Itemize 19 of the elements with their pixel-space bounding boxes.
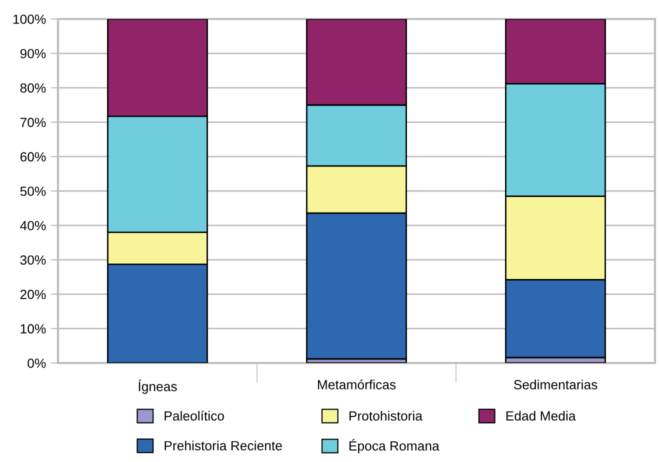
y-tick-label: 60%: [20, 152, 46, 162]
x-tick-label: Sedimentarias: [514, 380, 598, 390]
y-tick-label: 40%: [20, 220, 46, 230]
y-tick-label: 90%: [20, 48, 46, 58]
y-tick-label: 80%: [20, 83, 46, 93]
y-tick-label: 70%: [20, 118, 46, 128]
legend-label: Prehistoria Reciente: [164, 440, 282, 450]
x-tick-label: Ígneas: [138, 380, 177, 394]
y-tick-label: 100%: [13, 14, 46, 24]
legend-label: Época Romana: [350, 439, 440, 454]
y-tick-label: 20%: [20, 290, 46, 300]
y-tick-label: 10%: [20, 324, 46, 334]
y-tick-label: 30%: [20, 255, 46, 265]
x-tick-label: Metamórficas: [318, 380, 396, 390]
legend-label: Paleolítico: [164, 410, 224, 421]
y-tick-label: 50%: [20, 186, 46, 196]
legend-label: Protohistoria: [350, 410, 422, 421]
y-tick-label: 0%: [28, 358, 46, 368]
legend-label: Edad Media: [506, 410, 576, 421]
